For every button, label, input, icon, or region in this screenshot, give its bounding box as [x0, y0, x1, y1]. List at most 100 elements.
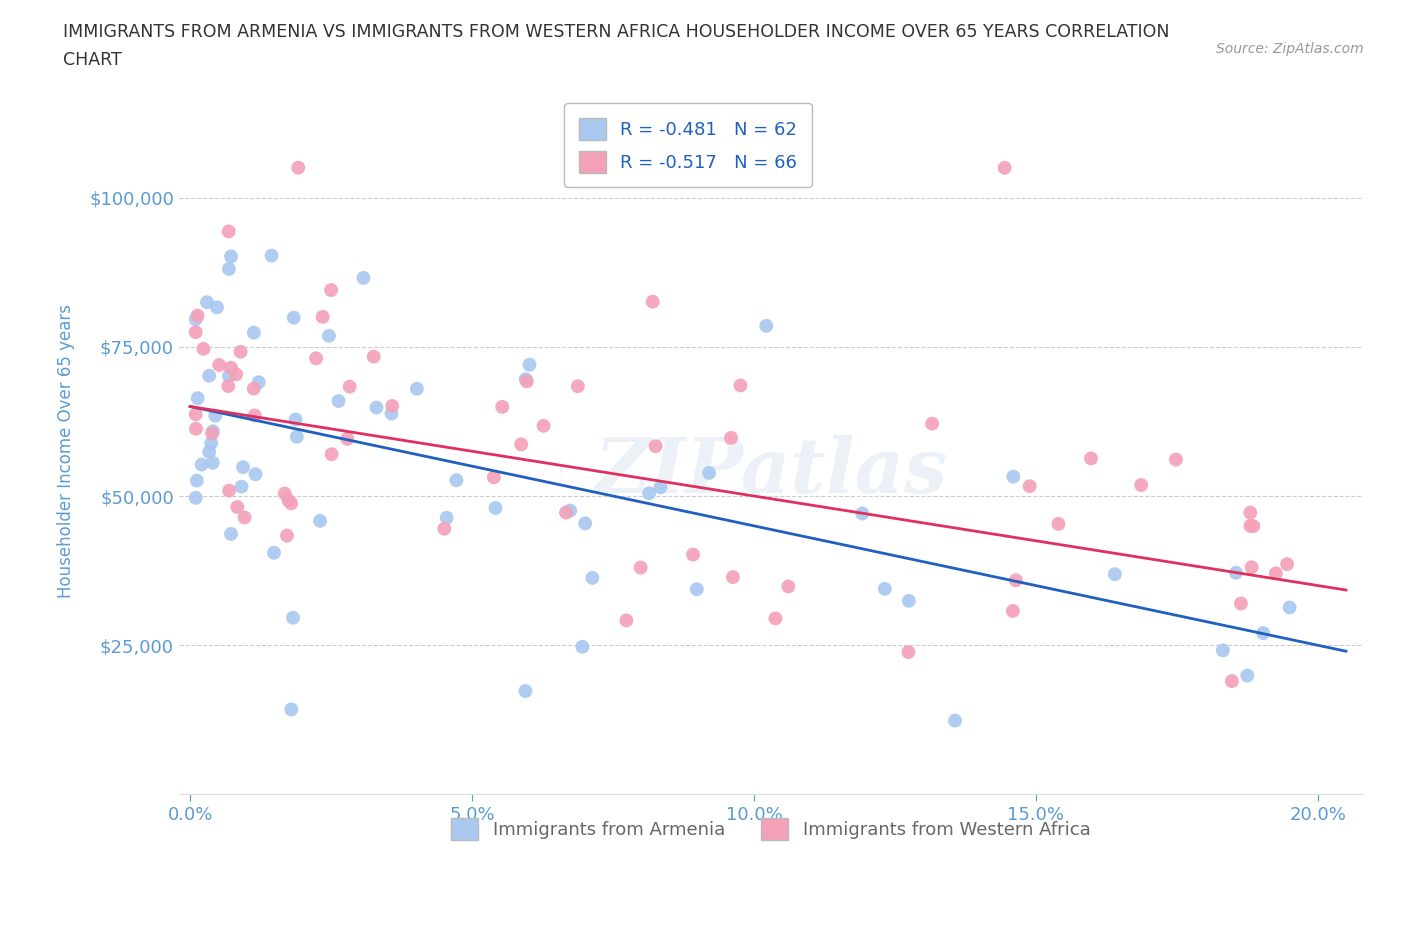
- Point: [555, 505, 578, 520]
- Point: [571, 639, 593, 654]
- Point: [873, 581, 896, 596]
- Point: [184, 325, 207, 339]
- Point: [218, 261, 240, 276]
- Point: [1164, 452, 1187, 467]
- Text: CHART: CHART: [63, 51, 122, 69]
- Point: [1220, 673, 1243, 688]
- Point: [1225, 565, 1247, 580]
- Point: [720, 431, 742, 445]
- Point: [366, 400, 388, 415]
- Point: [218, 484, 240, 498]
- Point: [1241, 519, 1264, 534]
- Point: [567, 379, 589, 393]
- Point: [217, 379, 239, 393]
- Point: [380, 406, 402, 421]
- Point: [245, 467, 267, 482]
- Point: [276, 528, 298, 543]
- Point: [1251, 626, 1274, 641]
- Point: [510, 437, 533, 452]
- Point: [353, 271, 375, 286]
- Point: [533, 418, 555, 433]
- Text: Source: ZipAtlas.com: Source: ZipAtlas.com: [1216, 42, 1364, 56]
- Point: [1005, 573, 1028, 588]
- Point: [195, 295, 218, 310]
- Point: [328, 393, 350, 408]
- Point: [204, 408, 226, 423]
- Point: [311, 310, 333, 325]
- Point: [201, 456, 224, 471]
- Point: [285, 430, 308, 445]
- Point: [1047, 516, 1070, 531]
- Point: [1230, 596, 1253, 611]
- Point: [263, 545, 285, 560]
- Point: [363, 349, 385, 364]
- Point: [231, 479, 253, 494]
- Point: [1275, 557, 1298, 572]
- Point: [697, 466, 720, 481]
- Point: [339, 379, 361, 394]
- Point: [778, 579, 800, 594]
- Point: [243, 408, 266, 423]
- Point: [1104, 566, 1126, 581]
- Point: [218, 368, 240, 383]
- Point: [765, 611, 787, 626]
- Point: [284, 412, 307, 427]
- Text: IMMIGRANTS FROM ARMENIA VS IMMIGRANTS FROM WESTERN AFRICA HOUSEHOLDER INCOME OVE: IMMIGRANTS FROM ARMENIA VS IMMIGRANTS FR…: [63, 23, 1170, 41]
- Point: [1001, 604, 1024, 618]
- Point: [184, 490, 207, 505]
- Point: [574, 516, 596, 531]
- Point: [1278, 600, 1301, 615]
- Point: [305, 351, 328, 365]
- Point: [225, 367, 247, 382]
- Point: [446, 472, 468, 487]
- Point: [274, 486, 297, 501]
- Point: [1018, 479, 1040, 494]
- Point: [1002, 470, 1025, 485]
- Point: [226, 499, 249, 514]
- Point: [433, 522, 456, 537]
- Point: [721, 570, 744, 585]
- Point: [650, 480, 672, 495]
- Point: [198, 445, 221, 459]
- Y-axis label: Householder Income Over 65 years: Householder Income Over 65 years: [58, 304, 75, 598]
- Point: [208, 357, 231, 372]
- Point: [897, 644, 920, 659]
- Point: [381, 399, 404, 414]
- Point: [482, 470, 505, 485]
- Point: [232, 459, 254, 474]
- Point: [336, 432, 359, 446]
- Point: [198, 368, 221, 383]
- Point: [515, 372, 537, 387]
- Point: [1080, 451, 1102, 466]
- Point: [200, 435, 222, 450]
- Point: [184, 407, 207, 422]
- Point: [1236, 668, 1258, 683]
- Point: [491, 399, 513, 414]
- Point: [515, 684, 537, 698]
- Point: [641, 294, 664, 309]
- Point: [943, 713, 966, 728]
- Point: [281, 610, 304, 625]
- Point: [851, 506, 873, 521]
- Point: [614, 613, 637, 628]
- Point: [184, 421, 207, 436]
- Point: [921, 417, 943, 432]
- Point: [630, 560, 652, 575]
- Point: [994, 160, 1017, 175]
- Point: [247, 375, 270, 390]
- Point: [283, 311, 305, 325]
- Point: [755, 318, 778, 333]
- Point: [229, 344, 252, 359]
- Point: [277, 493, 299, 508]
- Point: [243, 381, 266, 396]
- Point: [406, 381, 429, 396]
- Point: [219, 526, 242, 541]
- Point: [219, 360, 242, 375]
- Point: [638, 485, 661, 500]
- Point: [233, 510, 256, 525]
- Point: [218, 224, 240, 239]
- Point: [219, 249, 242, 264]
- Point: [581, 570, 603, 585]
- Point: [686, 582, 709, 597]
- Point: [309, 513, 332, 528]
